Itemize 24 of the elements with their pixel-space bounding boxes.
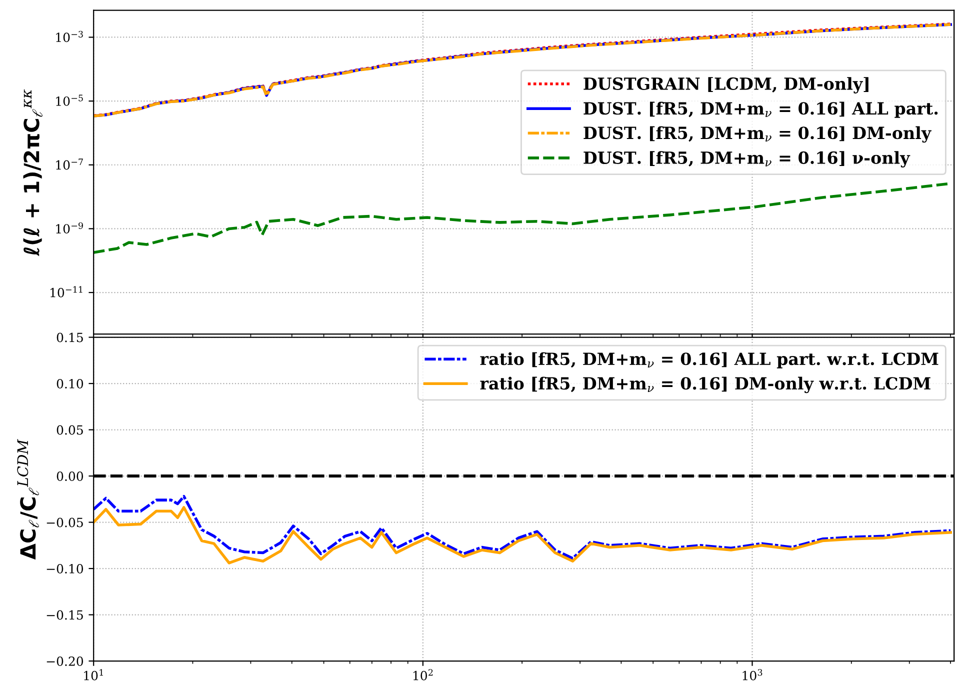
legend-label: ratio [fR5, DM+m$_{ν}$ = 0.16] DM-only w.r.t. LCDM <box>480 376 930 394</box>
y-tick-label: 0.05 <box>56 425 83 435</box>
y-tick-label: 0.00 <box>56 471 84 481</box>
legend-label: DUST. [fR5, DM+m$_{ν}$ = 0.16] ν-only <box>584 151 910 168</box>
y-axis-title: ΔC$_{ℓ}$/C$_{ℓ}$$^{LCDM}$ <box>17 439 39 560</box>
legend-label: ratio [fR5, DM+m$_{ν}$ = 0.16] ALL part. w.r.t. LCDM <box>480 352 938 368</box>
y-tick-label: −0.10 <box>46 564 84 574</box>
x-tick-label: 10$^{2}$ <box>413 669 433 680</box>
x-tick-label: 10$^{1}$ <box>84 669 103 680</box>
y-tick-label: 0.10 <box>56 378 84 388</box>
legend-label: DUSTGRAIN [LCDM, DM-only] <box>584 77 868 94</box>
legend-label: DUST. [fR5, DM+m$_{ν}$ = 0.16] ALL part. <box>584 102 938 118</box>
x-tick-label: 10$^{3}$ <box>742 669 762 680</box>
y-tick-label: −0.15 <box>46 610 83 620</box>
y-tick-label: 10$^{−5}$ <box>56 94 83 106</box>
y-tick-label: −0.20 <box>46 656 84 666</box>
y-axis-title: ℓ(ℓ + 1)/2πC$_{ℓ}$$^{κκ}$ <box>23 89 42 256</box>
y-tick-label: 0.15 <box>56 332 83 342</box>
y-tick-label: 10$^{−3}$ <box>56 30 83 42</box>
y-tick-label: 10$^{−9}$ <box>56 222 83 234</box>
y-tick-label: −0.05 <box>46 518 83 528</box>
y-tick-label: 10$^{−7}$ <box>56 158 83 170</box>
y-tick-label: 10$^{−11}$ <box>50 286 82 298</box>
legend-label: DUST. [fR5, DM+m$_{ν}$ = 0.16] DM-only <box>584 126 932 143</box>
